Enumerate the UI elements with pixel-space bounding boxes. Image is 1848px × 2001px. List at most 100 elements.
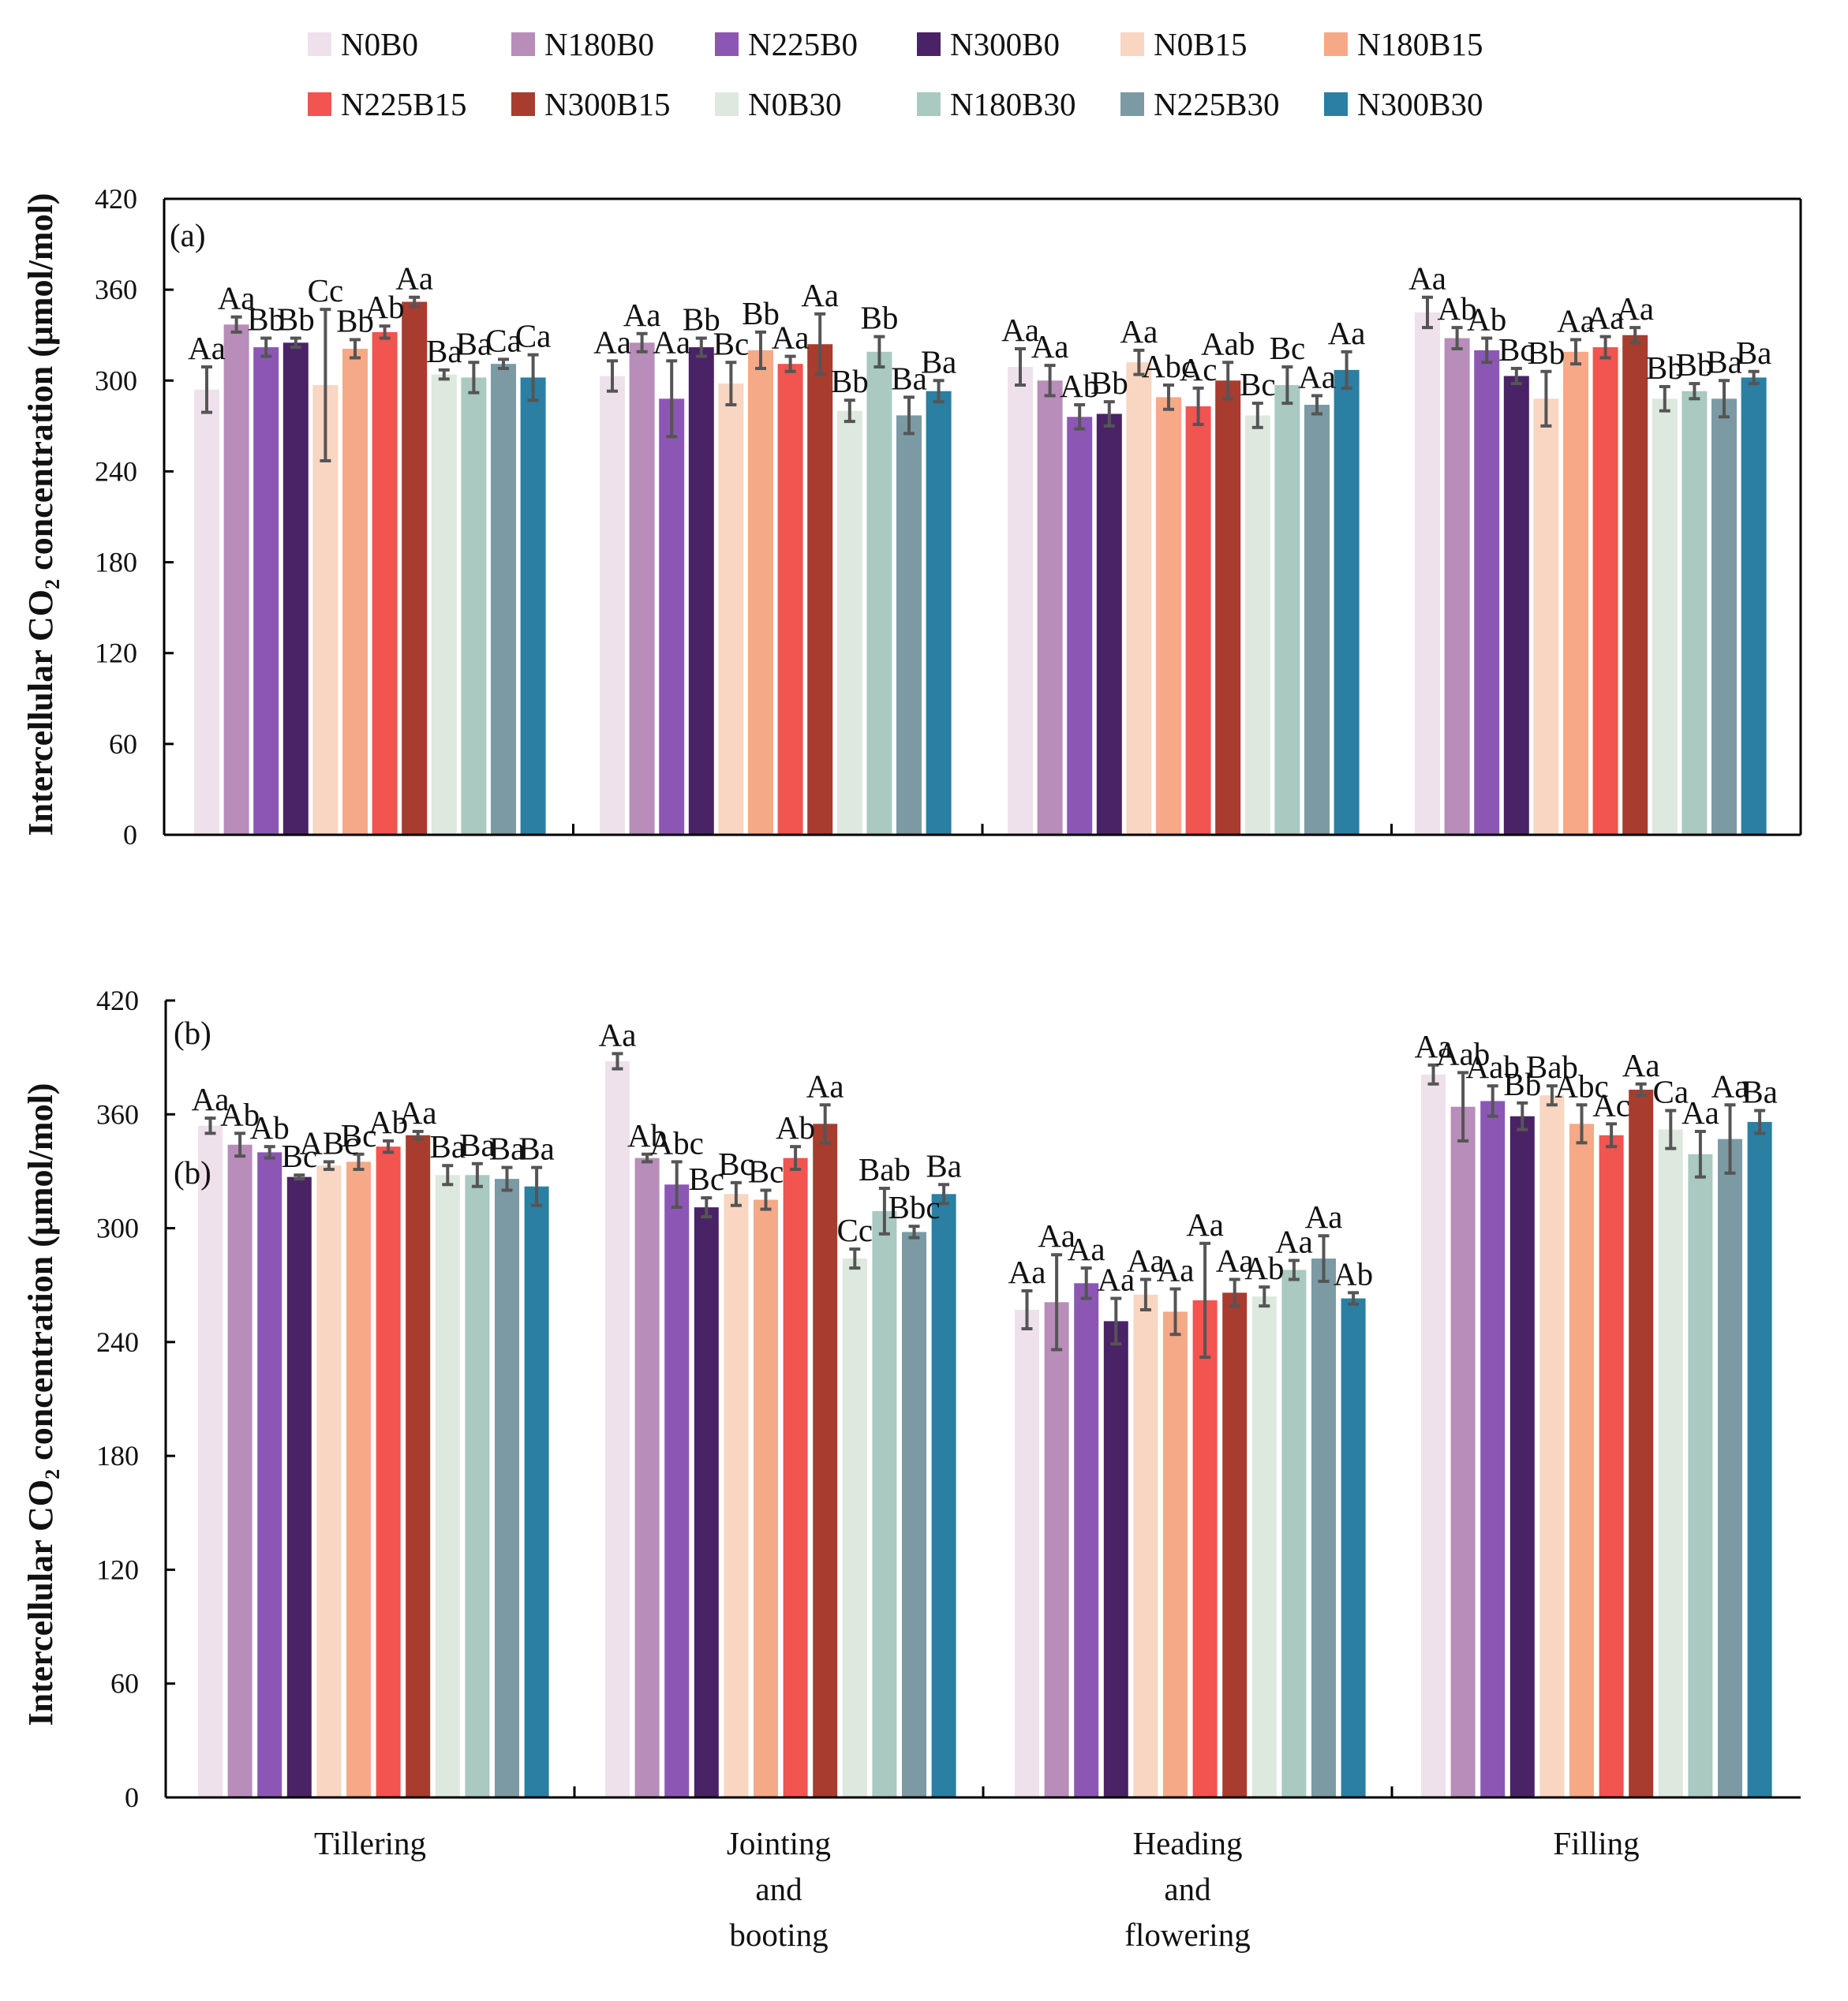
- error-bar-n0b0-1: [607, 359, 618, 393]
- significance-label-n225b0-0: Ab: [250, 1109, 290, 1146]
- bar-n300b30-3: [1747, 1121, 1772, 1797]
- bar-n300b0-0: [282, 342, 309, 835]
- legend-label-n300b30: N300B30: [1357, 86, 1483, 122]
- legend-swatch-n225b30: [1120, 92, 1144, 116]
- bar-n180b0-3: [1444, 338, 1470, 835]
- y-tick-label: 240: [95, 455, 137, 487]
- bar-n300b30-3: [1741, 377, 1767, 835]
- bar-n180b0-0: [223, 324, 249, 835]
- bar-n0b0-2: [1008, 367, 1033, 835]
- error-bar-n225b15-2: [1192, 386, 1204, 426]
- error-bar-n300b30-0: [531, 1165, 543, 1207]
- error-bar-n225b0-0: [264, 1145, 275, 1160]
- legend-swatch-n0b0: [308, 32, 331, 56]
- significance-label-n225b15-2: Ac: [1180, 351, 1218, 387]
- bar-n0b0-3: [1421, 1074, 1446, 1797]
- error-bar-n225b30-2: [1311, 394, 1322, 416]
- significance-label-n225b30-3: Aa: [1711, 1068, 1749, 1104]
- error-bar-n180b30-2: [1281, 365, 1293, 406]
- significance-label-n225b15-0: Ab: [368, 1104, 408, 1140]
- legend-label-n0b0: N0B0: [341, 26, 418, 62]
- bar-n180b0-0: [227, 1144, 253, 1797]
- significance-label-n180b15-0: Bc: [341, 1117, 377, 1154]
- legend-label-n180b0: N180B0: [544, 26, 654, 62]
- significance-label-n225b15-3: Ac: [1592, 1087, 1630, 1123]
- error-bar-n300b0-2: [1110, 1296, 1122, 1346]
- error-bar-n300b30-3: [1754, 1109, 1766, 1135]
- y-tick-label: 0: [125, 1782, 139, 1813]
- error-bar-n225b15-3: [1606, 1122, 1618, 1149]
- significance-label-n300b0-0: Bc: [282, 1138, 318, 1174]
- error-bar-n0b0-2: [1015, 346, 1026, 387]
- error-bar-n180b30-1: [873, 335, 885, 369]
- error-bar-n225b0-1: [671, 1160, 683, 1210]
- bar-n180b30-1: [872, 1210, 897, 1797]
- significance-label-n300b15-0: Aa: [399, 1094, 437, 1131]
- significance-label-n180b0-3: Ab: [1438, 290, 1477, 327]
- y-tick-label: 420: [96, 985, 139, 1016]
- error-bar-n225b0-2: [1080, 1266, 1092, 1300]
- legend-label-n225b0: N225B0: [748, 26, 858, 62]
- bar-n0b30-3: [1658, 1129, 1683, 1797]
- bar-n180b15-2: [1156, 397, 1181, 835]
- bar-n180b15-0: [346, 1161, 371, 1797]
- legend-swatch-n300b30: [1324, 92, 1348, 116]
- y-tick-label: 120: [96, 1554, 139, 1585]
- panel-b-y-axis-label: Intercellular CO₂ concentration (μmol/mo…: [21, 1083, 60, 1726]
- significance-label-n300b15-3: Aa: [1616, 290, 1654, 327]
- error-bar-n0b30-1: [844, 398, 855, 424]
- bar-n0b15-2: [1133, 1294, 1158, 1797]
- significance-label-n300b30-0: Ca: [515, 318, 552, 354]
- significance-label-n300b15-3: Aa: [1622, 1047, 1660, 1083]
- bar-n180b30-3: [1688, 1154, 1713, 1797]
- significance-label-n300b0-1: Bb: [683, 301, 720, 338]
- error-bar-n300b15-3: [1635, 1082, 1647, 1098]
- significance-label-n300b30-2: Ab: [1334, 1255, 1373, 1292]
- bar-n225b0-3: [1474, 350, 1500, 835]
- panel-a-label: (a): [170, 217, 206, 253]
- bar-n300b0-2: [1096, 413, 1122, 835]
- significance-label-n0b30-0: Ba: [430, 1128, 466, 1165]
- error-bar-n225b30-1: [903, 395, 915, 436]
- significance-label-n0b0-3: Aa: [1415, 1028, 1453, 1064]
- bar-n300b15-1: [807, 344, 833, 835]
- error-bar-n0b15-0: [323, 1160, 335, 1172]
- significance-label-n180b15-1: Bb: [742, 295, 780, 331]
- error-bar-n180b15-2: [1163, 383, 1174, 411]
- bar-n300b15-3: [1629, 1090, 1654, 1797]
- error-bar-n300b15-2: [1222, 361, 1234, 401]
- bar-n0b0-1: [605, 1060, 630, 1797]
- bar-n0b0-0: [198, 1125, 223, 1797]
- legend-swatch-n180b15: [1324, 32, 1348, 56]
- significance-label-n0b15-0: Cc: [308, 272, 344, 309]
- legend-swatch-n0b15: [1120, 32, 1144, 56]
- y-tick-label: 360: [96, 1098, 139, 1130]
- bar-n180b0-1: [629, 342, 655, 835]
- significance-label-n300b0-2: Aa: [1097, 1262, 1135, 1298]
- x-category-label-3: Filling: [1553, 1825, 1639, 1861]
- significance-label-n180b15-0: Bb: [336, 302, 374, 338]
- legend-swatch-n225b0: [715, 32, 739, 56]
- significance-label-n180b15-3: Aa: [1557, 302, 1595, 338]
- error-bar-n0b30-2: [1259, 1285, 1270, 1308]
- error-bar-n180b30-3: [1689, 382, 1700, 401]
- bar-n180b30-2: [1281, 1270, 1307, 1797]
- bar-n225b0-2: [1074, 1283, 1099, 1797]
- y-tick-label: 60: [109, 728, 137, 760]
- legend-swatch-n300b0: [917, 32, 941, 56]
- error-bar-n300b0-1: [701, 1196, 713, 1219]
- bar-n180b30-2: [1274, 385, 1300, 835]
- significance-label-n0b30-3: Ca: [1653, 1073, 1689, 1109]
- bar-n225b30-3: [1718, 1139, 1742, 1797]
- error-bar-n225b0-2: [1074, 402, 1086, 431]
- error-bar-n225b30-2: [1318, 1234, 1330, 1283]
- bar-n180b0-3: [1450, 1106, 1476, 1797]
- bar-n0b15-2: [1126, 362, 1152, 835]
- significance-label-n225b0-1: Aa: [653, 324, 690, 360]
- bar-n300b0-1: [694, 1207, 719, 1797]
- bar-n300b15-0: [406, 1135, 431, 1797]
- significance-label-n180b30-3: Bb: [1675, 346, 1713, 383]
- bar-n300b0-0: [286, 1176, 312, 1797]
- significance-label-n0b30-1: Bb: [831, 363, 869, 399]
